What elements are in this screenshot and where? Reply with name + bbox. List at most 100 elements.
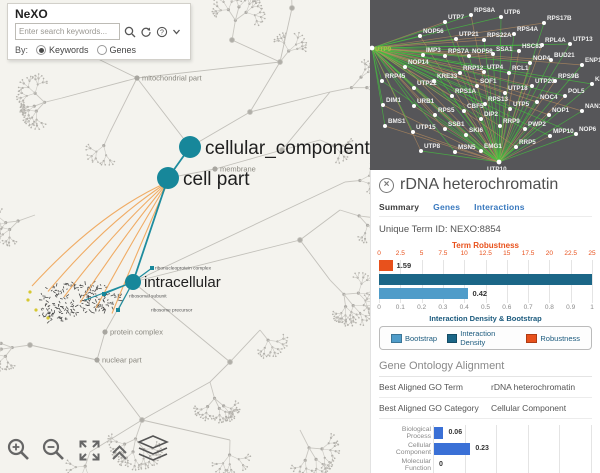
network-node-HSC82[interactable]: HSC82 bbox=[517, 43, 543, 53]
network-node-NOC4[interactable]: NOC4 bbox=[535, 94, 558, 104]
network-node-KRE33[interactable]: KRE33 bbox=[432, 73, 458, 83]
network-node-UTP5[interactable]: UTP5 bbox=[508, 101, 530, 111]
network-node-BUD21[interactable]: BUD21 bbox=[549, 52, 575, 62]
svg-text:UTP5: UTP5 bbox=[513, 101, 530, 108]
network-node-RRP9[interactable]: RRP9 bbox=[498, 118, 520, 128]
network-node-NOP4[interactable]: NOP4 bbox=[528, 55, 551, 65]
svg-text:SOF1: SOF1 bbox=[480, 78, 497, 85]
network-node-RPS5[interactable]: RPS5 bbox=[433, 107, 455, 117]
svg-text:KRE33: KRE33 bbox=[437, 73, 458, 80]
network-node-URB1[interactable]: URB1 bbox=[412, 98, 435, 108]
network-node-RPS8A[interactable]: RPS8A bbox=[469, 7, 495, 17]
network-node-CBF5[interactable]: CBF5 bbox=[462, 103, 484, 113]
network-node-ENP1[interactable]: ENP1 bbox=[580, 57, 600, 67]
network-node-RPS22A[interactable]: RPS22A bbox=[482, 32, 512, 42]
legend-swatch bbox=[526, 333, 538, 343]
radio-genes[interactable] bbox=[96, 45, 107, 55]
network-node-RRP45[interactable]: RRP45 bbox=[380, 73, 406, 83]
network-node-NOP14[interactable]: NOP14 bbox=[403, 59, 429, 69]
close-icon[interactable]: × bbox=[379, 177, 394, 193]
tab-summary[interactable]: Summary bbox=[379, 202, 420, 212]
refresh-icon[interactable] bbox=[140, 26, 152, 38]
network-node-SOF1[interactable]: SOF1 bbox=[475, 78, 497, 88]
network-node-UTP20[interactable]: UTP20 bbox=[530, 78, 555, 88]
tree-node-intracellular[interactable]: intracellular bbox=[125, 274, 221, 291]
network-node-UTP8[interactable]: UTP8 bbox=[419, 143, 441, 153]
network-node-MSN5[interactable]: MSN5 bbox=[453, 144, 476, 154]
help-icon[interactable]: ? bbox=[156, 26, 168, 38]
network-node-SKI6[interactable]: SKI6 bbox=[464, 127, 483, 137]
tree-label-mitochondrial-part[interactable]: mitochondrial part bbox=[134, 74, 203, 83]
network-node-KRR1[interactable]: KRR1 bbox=[590, 76, 600, 86]
fit-to-screen-button[interactable] bbox=[76, 437, 102, 464]
network-node-RRP12[interactable]: RRP12 bbox=[458, 65, 484, 75]
go-chart-value: 0.23 bbox=[475, 445, 489, 452]
network-node-NOP56[interactable]: NOP56 bbox=[418, 28, 444, 38]
network-node-RPL4A[interactable]: RPL4A bbox=[540, 37, 566, 47]
network-node-UTP7[interactable]: UTP7 bbox=[443, 14, 465, 24]
svg-text:UTP7: UTP7 bbox=[448, 14, 465, 21]
network-node-UTP15[interactable]: UTP15 bbox=[411, 124, 436, 134]
dense-term-cluster[interactable] bbox=[26, 280, 123, 324]
network-node-UTP18[interactable]: UTP18 bbox=[503, 85, 528, 95]
network-node-NOP6[interactable]: NOP6 bbox=[574, 126, 597, 136]
tree-label-protein-complex[interactable]: protein complex bbox=[102, 328, 163, 337]
tree-label-membrane[interactable]: membrane bbox=[212, 165, 256, 174]
tree-node-cellular-component[interactable]: cellular_component bbox=[179, 136, 370, 159]
gene-network-panel: UTP9 UTP7 RPS8A UTP6 RPS17B NOP56 UTP21 RPS22A R… bbox=[370, 0, 600, 170]
tab-genes[interactable]: Genes bbox=[433, 202, 461, 212]
network-node-RPS17B[interactable]: RPS17B bbox=[542, 15, 572, 25]
network-node-BMS1[interactable]: BMS1 bbox=[383, 118, 406, 128]
svg-text:RRP45: RRP45 bbox=[385, 73, 406, 80]
collapse-button[interactable] bbox=[111, 444, 128, 462]
network-node-UTP22[interactable]: UTP22 bbox=[412, 80, 437, 90]
search-icon[interactable] bbox=[124, 26, 136, 38]
network-node-RPS1A[interactable]: RPS1A bbox=[450, 88, 476, 98]
term-title: rDNA heterochromatin bbox=[400, 176, 559, 193]
network-node-UTP6[interactable]: UTP6 bbox=[499, 9, 521, 19]
radio-keywords[interactable] bbox=[36, 45, 47, 55]
network-node-RCL1[interactable]: RCL1 bbox=[507, 65, 529, 75]
network-node-RRP5[interactable]: RRP5 bbox=[514, 139, 536, 149]
network-node-NOP1[interactable]: NOP1 bbox=[547, 107, 570, 117]
svg-text:RPS5: RPS5 bbox=[438, 107, 455, 114]
svg-text:RPL4A: RPL4A bbox=[545, 37, 566, 44]
tree-node-cell-part[interactable]: cell part bbox=[157, 167, 250, 190]
network-node-UTP4[interactable]: UTP4 bbox=[482, 64, 504, 74]
network-node-IMP3[interactable]: IMP3 bbox=[421, 47, 441, 57]
svg-text:UTP21: UTP21 bbox=[459, 31, 479, 38]
network-node-UTP10[interactable]: UTP10 bbox=[487, 159, 507, 170]
network-node-PWP2[interactable]: PWP2 bbox=[523, 121, 546, 131]
zoom-in-button[interactable] bbox=[6, 437, 32, 464]
svg-text:KRR1: KRR1 bbox=[595, 76, 600, 83]
network-node-UTP9[interactable]: UTP9 bbox=[370, 45, 392, 53]
network-node-POL5[interactable]: POL5 bbox=[563, 88, 585, 98]
network-node-SSA1[interactable]: SSA1 bbox=[491, 46, 513, 56]
network-node-RPS4A[interactable]: RPS4A bbox=[512, 26, 538, 36]
chevron-down-icon[interactable] bbox=[172, 27, 181, 36]
gene-network-canvas[interactable]: UTP9 UTP7 RPS8A UTP6 RPS17B NOP56 UTP21 RPS22A R… bbox=[370, 0, 600, 170]
zoom-out-button[interactable] bbox=[41, 437, 67, 464]
layers-button[interactable] bbox=[137, 434, 169, 464]
network-node-UTP13[interactable]: UTP13 bbox=[568, 36, 593, 46]
svg-text:membrane: membrane bbox=[220, 165, 256, 174]
search-input[interactable] bbox=[15, 23, 120, 40]
network-node-RPS9B[interactable]: RPS9B bbox=[553, 73, 579, 83]
network-node-DIP2[interactable]: DIP2 bbox=[479, 111, 498, 121]
go-chart-bar bbox=[434, 427, 444, 439]
network-node-SSB1[interactable]: SSB1 bbox=[443, 121, 465, 131]
svg-text:protein complex: protein complex bbox=[110, 328, 163, 337]
network-node-DIM1[interactable]: DIM1 bbox=[381, 97, 402, 107]
network-node-RPS7A[interactable]: RPS7A bbox=[443, 48, 469, 58]
network-node-NAN1[interactable]: NAN1 bbox=[580, 103, 600, 113]
network-node-MPP10[interactable]: MPP10 bbox=[548, 128, 574, 138]
svg-text:NOP6: NOP6 bbox=[579, 126, 597, 133]
network-node-EMG1[interactable]: EMG1 bbox=[479, 143, 502, 153]
svg-text:BUD21: BUD21 bbox=[554, 52, 575, 59]
tree-label-nuclear-part[interactable]: nuclear part bbox=[94, 356, 143, 365]
network-node-NOP58[interactable]: NOP58 bbox=[467, 48, 493, 58]
tab-interactions[interactable]: Interactions bbox=[474, 202, 525, 212]
network-node-RPS13[interactable]: RPS13 bbox=[483, 96, 508, 106]
network-node-UTP21[interactable]: UTP21 bbox=[454, 31, 479, 41]
